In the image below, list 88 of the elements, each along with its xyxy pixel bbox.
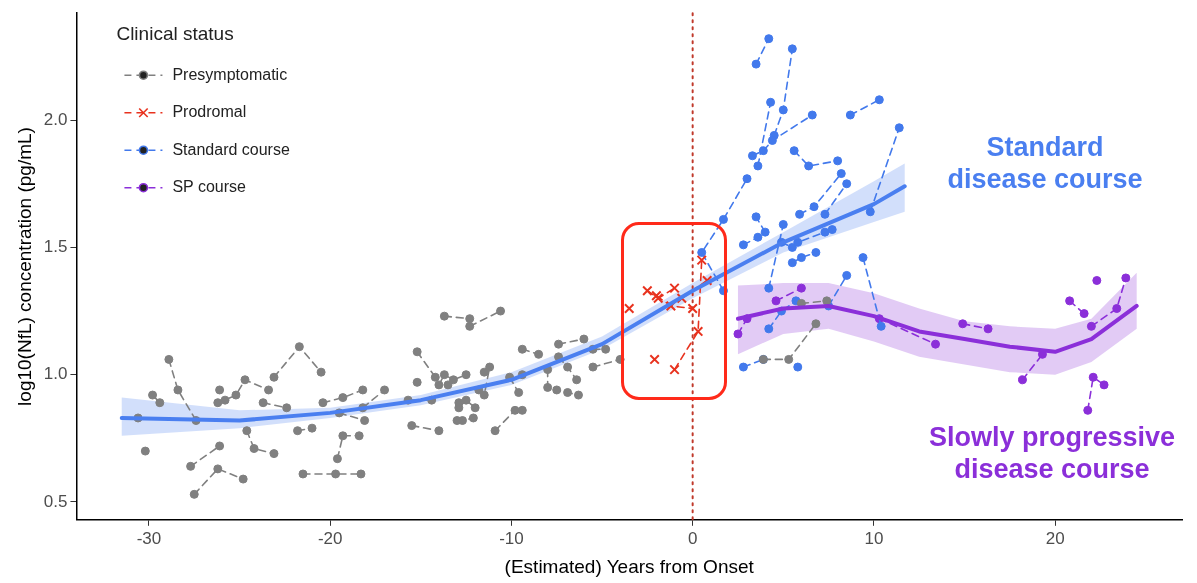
point (958, 319, 968, 329)
y-axis-title: log10(NfL) concentration (pg/mL) (13, 127, 35, 406)
point (1083, 405, 1093, 415)
point (753, 161, 763, 171)
point (793, 362, 803, 372)
point (820, 227, 830, 237)
point (687, 303, 698, 314)
y-tick-label: 1.0 (43, 364, 68, 384)
point (787, 258, 797, 268)
y-tick-label: 1.5 (43, 237, 68, 257)
point (669, 282, 680, 294)
legend-label: Prodromal (172, 103, 247, 121)
x-axis-title: (Estimated) Years from Onset (504, 555, 755, 577)
point (795, 209, 805, 219)
point (649, 354, 660, 365)
point (865, 207, 875, 217)
point (697, 248, 707, 257)
point (623, 303, 635, 314)
point (787, 242, 797, 252)
legend-label: Presymptomatic (172, 65, 288, 83)
x-tick-label: -30 (136, 528, 162, 548)
point (1065, 296, 1075, 306)
point (753, 232, 763, 242)
point (751, 59, 761, 69)
point (751, 212, 761, 222)
point (738, 240, 748, 250)
point (874, 95, 884, 105)
point (876, 321, 886, 331)
point (789, 146, 799, 156)
point (778, 105, 788, 115)
point (983, 324, 993, 334)
point (858, 253, 868, 263)
point (809, 202, 819, 212)
point (1079, 309, 1089, 319)
point (796, 283, 806, 293)
point (811, 248, 821, 257)
point (1088, 372, 1098, 382)
point (747, 151, 757, 161)
y-tick-label: 2.0 (43, 109, 68, 129)
x-tick-label: 0 (687, 528, 698, 548)
point (796, 253, 806, 263)
point (733, 329, 743, 339)
point (1121, 273, 1131, 283)
point (642, 285, 653, 296)
point (760, 227, 770, 237)
point (669, 364, 680, 375)
x-tick-label: 20 (1045, 528, 1065, 548)
point (764, 283, 774, 293)
point (845, 110, 855, 120)
annotation: Slowly progressive disease course (928, 422, 1176, 485)
point (696, 254, 707, 266)
x-tick-label: -20 (317, 528, 343, 548)
point (764, 34, 774, 44)
point (1092, 276, 1102, 285)
point (692, 326, 704, 337)
point (1086, 321, 1096, 331)
point (820, 209, 830, 219)
point (1018, 375, 1028, 385)
point (718, 214, 728, 224)
point (778, 220, 788, 229)
point (665, 300, 677, 312)
point (807, 110, 817, 120)
point (833, 156, 843, 166)
point (894, 123, 904, 133)
x-tick-label: 10 (864, 528, 884, 548)
point (827, 225, 837, 235)
legend-label: SP course (172, 178, 247, 196)
point (758, 146, 768, 156)
x-tick-label: -10 (499, 528, 524, 548)
point (771, 296, 781, 306)
point (1099, 380, 1109, 390)
point (742, 174, 752, 184)
point (931, 339, 941, 349)
y-tick-label: 0.5 (43, 491, 68, 511)
point (767, 135, 777, 145)
point (836, 169, 846, 179)
point (766, 97, 776, 107)
point (842, 179, 852, 189)
annotation: Standard disease course (947, 132, 1143, 195)
point (787, 44, 797, 54)
point (738, 362, 748, 372)
legend-label: Standard course (172, 140, 290, 158)
point (1112, 304, 1122, 314)
point (842, 270, 852, 280)
legend-title: Clinical status (116, 23, 234, 45)
point (804, 161, 814, 171)
point (764, 324, 774, 334)
point (793, 237, 803, 247)
